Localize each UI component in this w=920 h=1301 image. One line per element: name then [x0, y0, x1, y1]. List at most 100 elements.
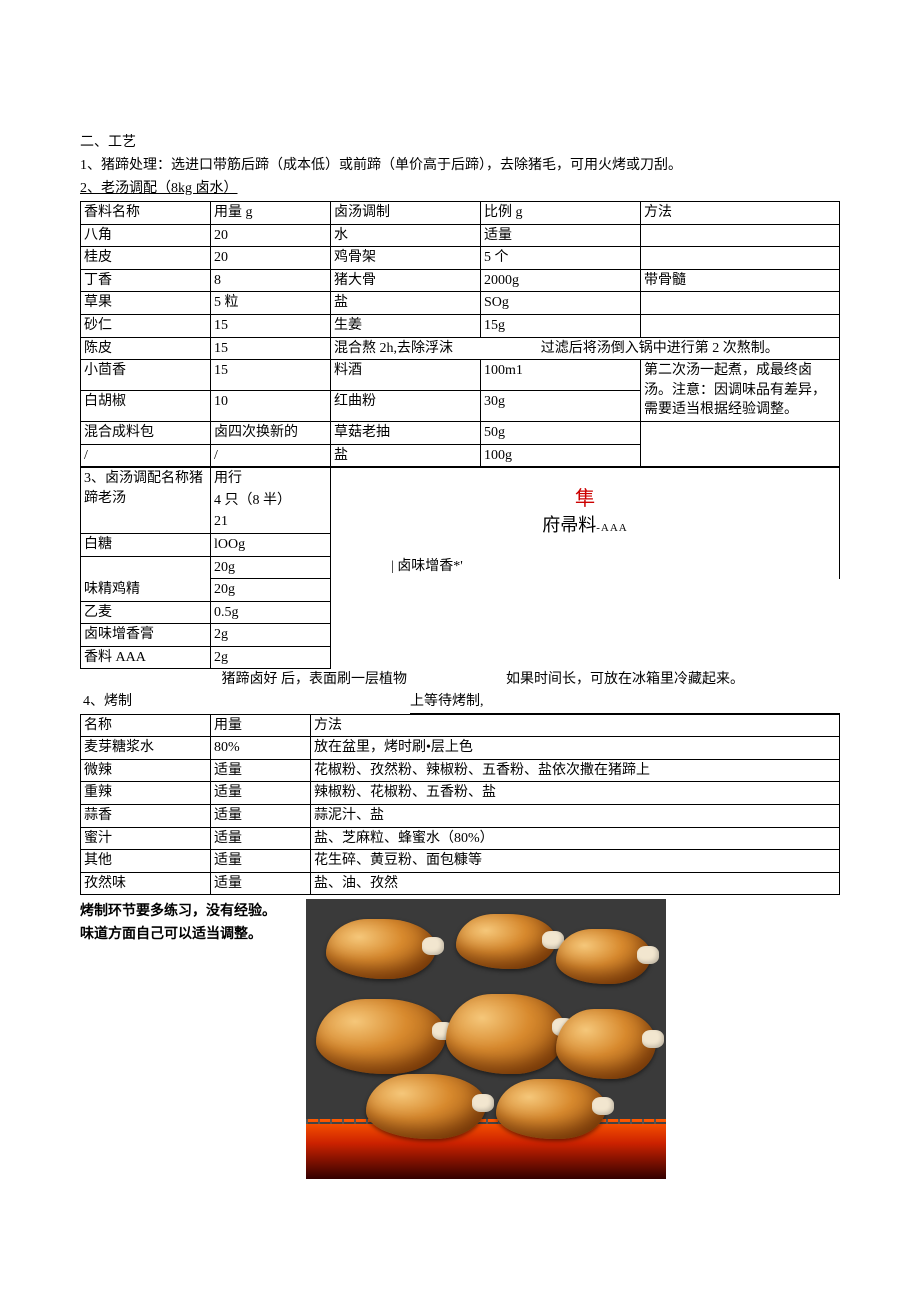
grilled-trotters-photo	[306, 899, 666, 1179]
cell: 微辣	[81, 759, 211, 782]
footer-text: 烤制环节要多练习，没有经验。 味道方面自己可以适当调整。	[80, 899, 276, 947]
cell: 10	[211, 391, 331, 422]
cell: 适量	[211, 759, 311, 782]
photo-meat-piece	[496, 1079, 606, 1139]
cell: | 卤味增香*'	[331, 556, 840, 579]
cell	[641, 314, 840, 337]
cell: 0.5g	[211, 601, 331, 624]
between-row: 猪蹄卤好 后，表面刷一层植物 如果时间长，可放在冰箱里冷藏起来。 4、烤制 上等…	[80, 669, 840, 713]
photo-meat-piece	[316, 999, 446, 1074]
footer-wrap: 烤制环节要多练习，没有经验。 味道方面自己可以适当调整。	[80, 899, 840, 1179]
cell: 卤四次换新的	[211, 421, 331, 444]
cell: 适量	[211, 805, 311, 828]
cell: 20g	[211, 579, 331, 602]
cell: 陈皮	[81, 337, 211, 360]
cell: 盐、油、孜然	[311, 872, 840, 895]
cell: 混合成料包	[81, 421, 211, 444]
heading-process: 二、工艺	[80, 132, 840, 153]
cell: 花生碎、黄豆粉、面包糠等	[311, 850, 840, 873]
cell: 50g	[481, 421, 641, 444]
cell: 3、卤汤调配名称猪蹄老汤	[81, 468, 211, 534]
table-row: 丁香8猪大骨2000g带骨髓	[81, 269, 840, 292]
table-row: 3、卤汤调配名称猪蹄老汤 用行 隼 府帚料-AAA	[81, 468, 840, 490]
cell	[331, 601, 840, 624]
step-2-text: 2、老汤调配（8kg 卤水）	[80, 181, 238, 196]
cell	[641, 224, 840, 247]
table-row: 草果5 粒盐SOg	[81, 292, 840, 315]
table-row: 名称 用量 方法	[81, 714, 840, 737]
cell: 鸡骨架	[331, 247, 481, 270]
cell: 其他	[81, 850, 211, 873]
cell: 4 只（8 半）	[211, 490, 331, 512]
table-row: 香料 AAA2g	[81, 646, 840, 669]
photo-meat-piece	[326, 919, 436, 979]
cell: 5 粒	[211, 292, 331, 315]
photo-meat-piece	[366, 1074, 486, 1139]
cell: 放在盆里，烤时刷•层上色	[311, 737, 840, 760]
th: 卤汤调制	[331, 202, 481, 225]
cell: 过滤后将汤倒入锅中进行第 2 次熬制。	[481, 337, 840, 360]
cell: 乙麦	[81, 601, 211, 624]
cell: 15g	[481, 314, 641, 337]
cell: 20g	[211, 556, 331, 579]
photo-meat-piece	[556, 929, 651, 984]
between-right: 如果时间长，可放在冰箱里冷藏起来。	[410, 669, 840, 691]
th: 方法	[311, 714, 840, 737]
cell: 卤味增香膏	[81, 624, 211, 647]
table-row: 香料名称 用量 g 卤汤调制 比例 g 方法	[81, 202, 840, 225]
photo-meat-piece	[446, 994, 566, 1074]
table-row: 蒜香适量蒜泥汁、盐	[81, 805, 840, 828]
cell: 辣椒粉、花椒粉、五香粉、盐	[311, 782, 840, 805]
cell: 白糖	[81, 533, 211, 556]
step-4: 4、烤制	[80, 691, 210, 713]
cell: 适量	[211, 850, 311, 873]
table-row: 乙麦0.5g	[81, 601, 840, 624]
cell: 适量	[211, 827, 311, 850]
cell: 适量	[211, 782, 311, 805]
footer-line-1: 烤制环节要多练习，没有经验。	[80, 901, 276, 922]
cell: 2000g	[481, 269, 641, 292]
table-row: 砂仁15生姜15g	[81, 314, 840, 337]
cell: 重辣	[81, 782, 211, 805]
cell	[331, 646, 840, 669]
step-1: 1、猪蹄处理：选进口带筋后蹄（成本低）或前蹄（单价高于后蹄），去除猪毛，可用火烤…	[80, 155, 840, 176]
cell: 100m1	[481, 360, 641, 391]
photo-grill	[306, 1119, 666, 1124]
cell: 丁香	[81, 269, 211, 292]
cell: 20	[211, 224, 331, 247]
cell: 香料 AAA	[81, 646, 211, 669]
cell: 水	[331, 224, 481, 247]
step-2: 2、老汤调配（8kg 卤水）	[80, 178, 840, 199]
table-row: 微辣适量花椒粉、孜然粉、辣椒粉、五香粉、盐依次撒在猪蹄上	[81, 759, 840, 782]
photo-meat-piece	[556, 1009, 656, 1079]
cell: 小茴香	[81, 360, 211, 391]
cell: 8	[211, 269, 331, 292]
th: 比例 g	[481, 202, 641, 225]
cell: 盐	[331, 292, 481, 315]
photo-meat-piece	[456, 914, 556, 969]
cell: 孜然味	[81, 872, 211, 895]
footer-line-2: 味道方面自己可以适当调整。	[80, 924, 276, 945]
cell: lOOg	[211, 533, 331, 556]
table-row: 卤味增香膏2g	[81, 624, 840, 647]
table-row: 陈皮 15 混合熬 2h,去除浮沫 过滤后将汤倒入锅中进行第 2 次熬制。	[81, 337, 840, 360]
cell: /	[81, 444, 211, 467]
cell: 带骨髓	[641, 269, 840, 292]
table-row: 麦芽糖浆水80%放在盆里，烤时刷•层上色	[81, 737, 840, 760]
cell	[641, 292, 840, 315]
cell: 20	[211, 247, 331, 270]
table-row: 蜜汁适量盐、芝麻粒、蜂蜜水（80%）	[81, 827, 840, 850]
cell: 30g	[481, 391, 641, 422]
cell: 21	[211, 511, 331, 533]
cell	[641, 247, 840, 270]
cell: 花椒粉、孜然粉、辣椒粉、五香粉、盐依次撒在猪蹄上	[311, 759, 840, 782]
cell: 盐	[331, 444, 481, 467]
cell	[331, 579, 840, 602]
cell: 100g	[481, 444, 641, 467]
cell: 砂仁	[81, 314, 211, 337]
decorative-cell: 隼 府帚料-AAA	[331, 468, 840, 556]
cell: 5 个	[481, 247, 641, 270]
cell: 2g	[211, 646, 331, 669]
table-row: 混合成料包 卤四次换新的 草菇老抽 50g	[81, 421, 840, 444]
th: 用量 g	[211, 202, 331, 225]
